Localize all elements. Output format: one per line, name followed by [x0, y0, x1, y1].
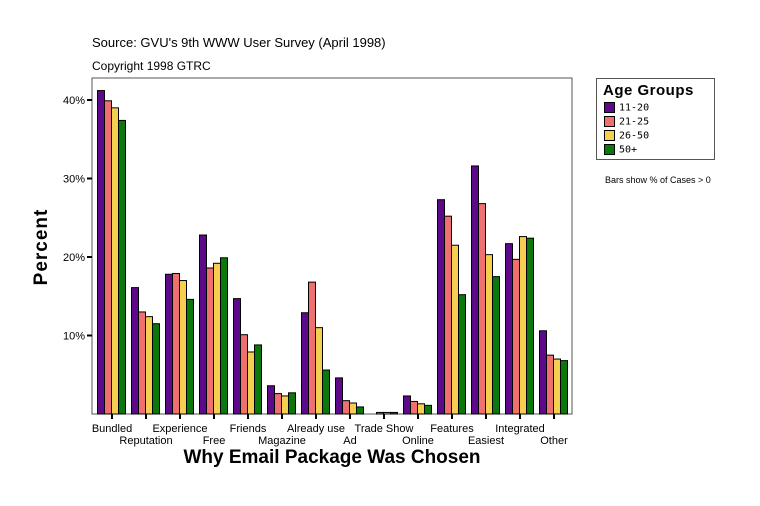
x-tick-label: Easiest [468, 435, 504, 447]
bar-50+ [492, 276, 500, 415]
legend-item: 26-50 [604, 130, 649, 142]
bar-11-20 [437, 199, 445, 415]
bar-50+ [254, 344, 262, 415]
y-tick-label: 10% [63, 331, 85, 343]
bar-50+ [526, 237, 534, 415]
bar-26-50 [485, 254, 493, 415]
bar-26-50 [519, 236, 527, 415]
legend-title: Age Groups [603, 82, 694, 99]
bar-21-25 [478, 203, 486, 415]
y-tick-label: 20% [63, 252, 85, 264]
x-tick-label: Free [203, 435, 226, 447]
bar-11-20 [233, 298, 241, 415]
bar-50+ [322, 369, 330, 415]
bar-50+ [152, 323, 160, 415]
bar-26-50 [281, 395, 289, 415]
y-axis-label: Percent [31, 208, 52, 286]
x-tick-label: Other [540, 435, 568, 447]
note-text: Bars show % of Cases > 0 [605, 175, 711, 185]
bar-21-25 [138, 311, 146, 415]
copyright-text: Copyright 1998 GTRC [92, 59, 211, 73]
legend-label: 11-20 [619, 102, 650, 114]
x-axis-label: Why Email Package Was Chosen [183, 447, 481, 468]
y-tick-label: 40% [63, 95, 85, 107]
bar-50+ [356, 406, 364, 415]
legend-item: 11-20 [604, 102, 649, 114]
bar-11-20 [97, 90, 105, 415]
bar-21-25 [444, 215, 452, 415]
bar-11-20 [539, 330, 547, 415]
bar-50+ [220, 257, 228, 415]
bar-11-20 [403, 395, 411, 415]
bar-50+ [424, 404, 432, 415]
x-tick-label: Online [402, 435, 434, 447]
source-text: Source: GVU's 9th WWW User Survey (April… [92, 35, 386, 50]
bar-21-25 [172, 272, 180, 415]
bar-11-20 [131, 287, 139, 415]
legend-item: 21-25 [604, 116, 649, 128]
legend-label: 50+ [619, 144, 638, 156]
legend-item: 50+ [604, 144, 637, 156]
bar-11-20 [267, 385, 275, 415]
bar-50+ [458, 294, 466, 415]
x-tick-label: Magazine [258, 435, 306, 447]
bar-21-25 [512, 258, 520, 415]
bar-21-25 [104, 100, 112, 415]
bar-21-25 [240, 334, 248, 415]
x-tick-label: Already use [287, 423, 345, 435]
bar-26-50 [417, 403, 425, 415]
x-tick-label: Integrated [495, 423, 545, 435]
bar-11-20 [505, 243, 513, 415]
bar-26-50 [247, 351, 255, 415]
legend-label: 26-50 [619, 130, 650, 142]
bar-21-25 [274, 393, 282, 415]
bar-21-25 [342, 400, 350, 415]
x-tick-label: Trade Show [355, 423, 414, 435]
x-tick-label: Experience [152, 423, 207, 435]
bar-26-50 [553, 358, 561, 415]
bar-50+ [560, 360, 568, 415]
bar-26-50 [315, 327, 323, 415]
bar-21-25 [376, 411, 384, 415]
bar-50+ [186, 298, 194, 415]
legend-swatch [604, 116, 615, 127]
x-tick-label: Bundled [92, 423, 132, 435]
bar-26-50 [451, 244, 459, 415]
bar-11-20 [471, 165, 479, 415]
bar-21-25 [546, 354, 554, 415]
bar-21-25 [308, 281, 316, 415]
bar-26-50 [145, 316, 153, 415]
bar-50+ [390, 411, 398, 415]
bar-11-20 [301, 312, 309, 415]
bar-26-50 [349, 402, 357, 415]
x-tick-label: Features [430, 423, 474, 435]
bar-26-50 [383, 411, 391, 415]
x-tick-label: Friends [230, 423, 267, 435]
legend-swatch [604, 144, 615, 155]
bar-21-25 [410, 400, 418, 415]
bar-26-50 [111, 107, 119, 415]
x-tick-label: Reputation [119, 435, 172, 447]
bar-11-20 [199, 234, 207, 415]
bar-50+ [118, 119, 126, 415]
bar-26-50 [179, 280, 187, 415]
legend-swatch [604, 130, 615, 141]
legend-swatch [604, 102, 615, 113]
legend-label: 21-25 [619, 116, 650, 128]
bar-21-25 [206, 267, 214, 415]
y-tick-label: 30% [63, 174, 85, 186]
bar-11-20 [335, 377, 343, 415]
bar-26-50 [213, 262, 221, 415]
x-tick-label: Ad [343, 435, 356, 447]
bar-11-20 [165, 273, 173, 415]
legend: Age Groups 11-20 21-25 26-50 50+ [596, 78, 715, 160]
bar-50+ [288, 392, 296, 415]
